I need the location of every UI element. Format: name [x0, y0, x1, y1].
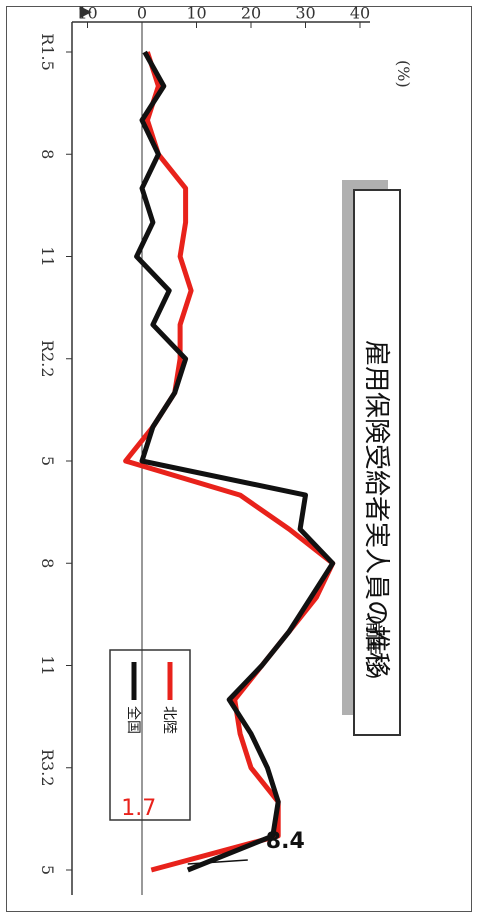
annotation-leader-line [187, 859, 248, 865]
x-tick-label: 5 [38, 456, 57, 466]
x-tick-label: R3.2 [38, 749, 57, 787]
annotation-hokuriku-last: 1.7 [121, 796, 156, 821]
y-tick-label: 10 [186, 4, 206, 23]
legend-label-national: 全国 [125, 706, 142, 734]
y-tick-label: 30 [295, 4, 315, 23]
chart-title: 雇用保険受給者実人員の推移 [361, 340, 391, 678]
x-tick-label: 5 [38, 865, 57, 875]
x-tick-label: 11 [38, 655, 57, 675]
y-tick-label: 20 [241, 4, 261, 23]
x-tick-label: R1.5 [38, 33, 57, 71]
y-axis-label: (%) [394, 60, 413, 88]
x-tick-label: 8 [38, 149, 57, 159]
series-line-national [134, 50, 336, 873]
y-tick-label: 0 [137, 4, 147, 23]
y-tick-label: 40 [350, 4, 370, 23]
annotation-national-last: 8.4 [266, 829, 305, 854]
x-tick-label: 11 [38, 246, 57, 266]
chart-frame [6, 6, 472, 912]
negative-marker: ▲ [78, 6, 97, 19]
title-box [353, 189, 401, 736]
x-tick-label: 8 [38, 558, 57, 568]
legend-label-hokuriku: 北陸 [161, 706, 177, 734]
y-tick-label: 10 [77, 4, 97, 23]
series-line-hokuriku [123, 51, 336, 873]
chart-subtitle: (前年比) [363, 615, 383, 679]
x-tick-label: R2.2 [38, 340, 57, 378]
legend-box [109, 649, 191, 821]
